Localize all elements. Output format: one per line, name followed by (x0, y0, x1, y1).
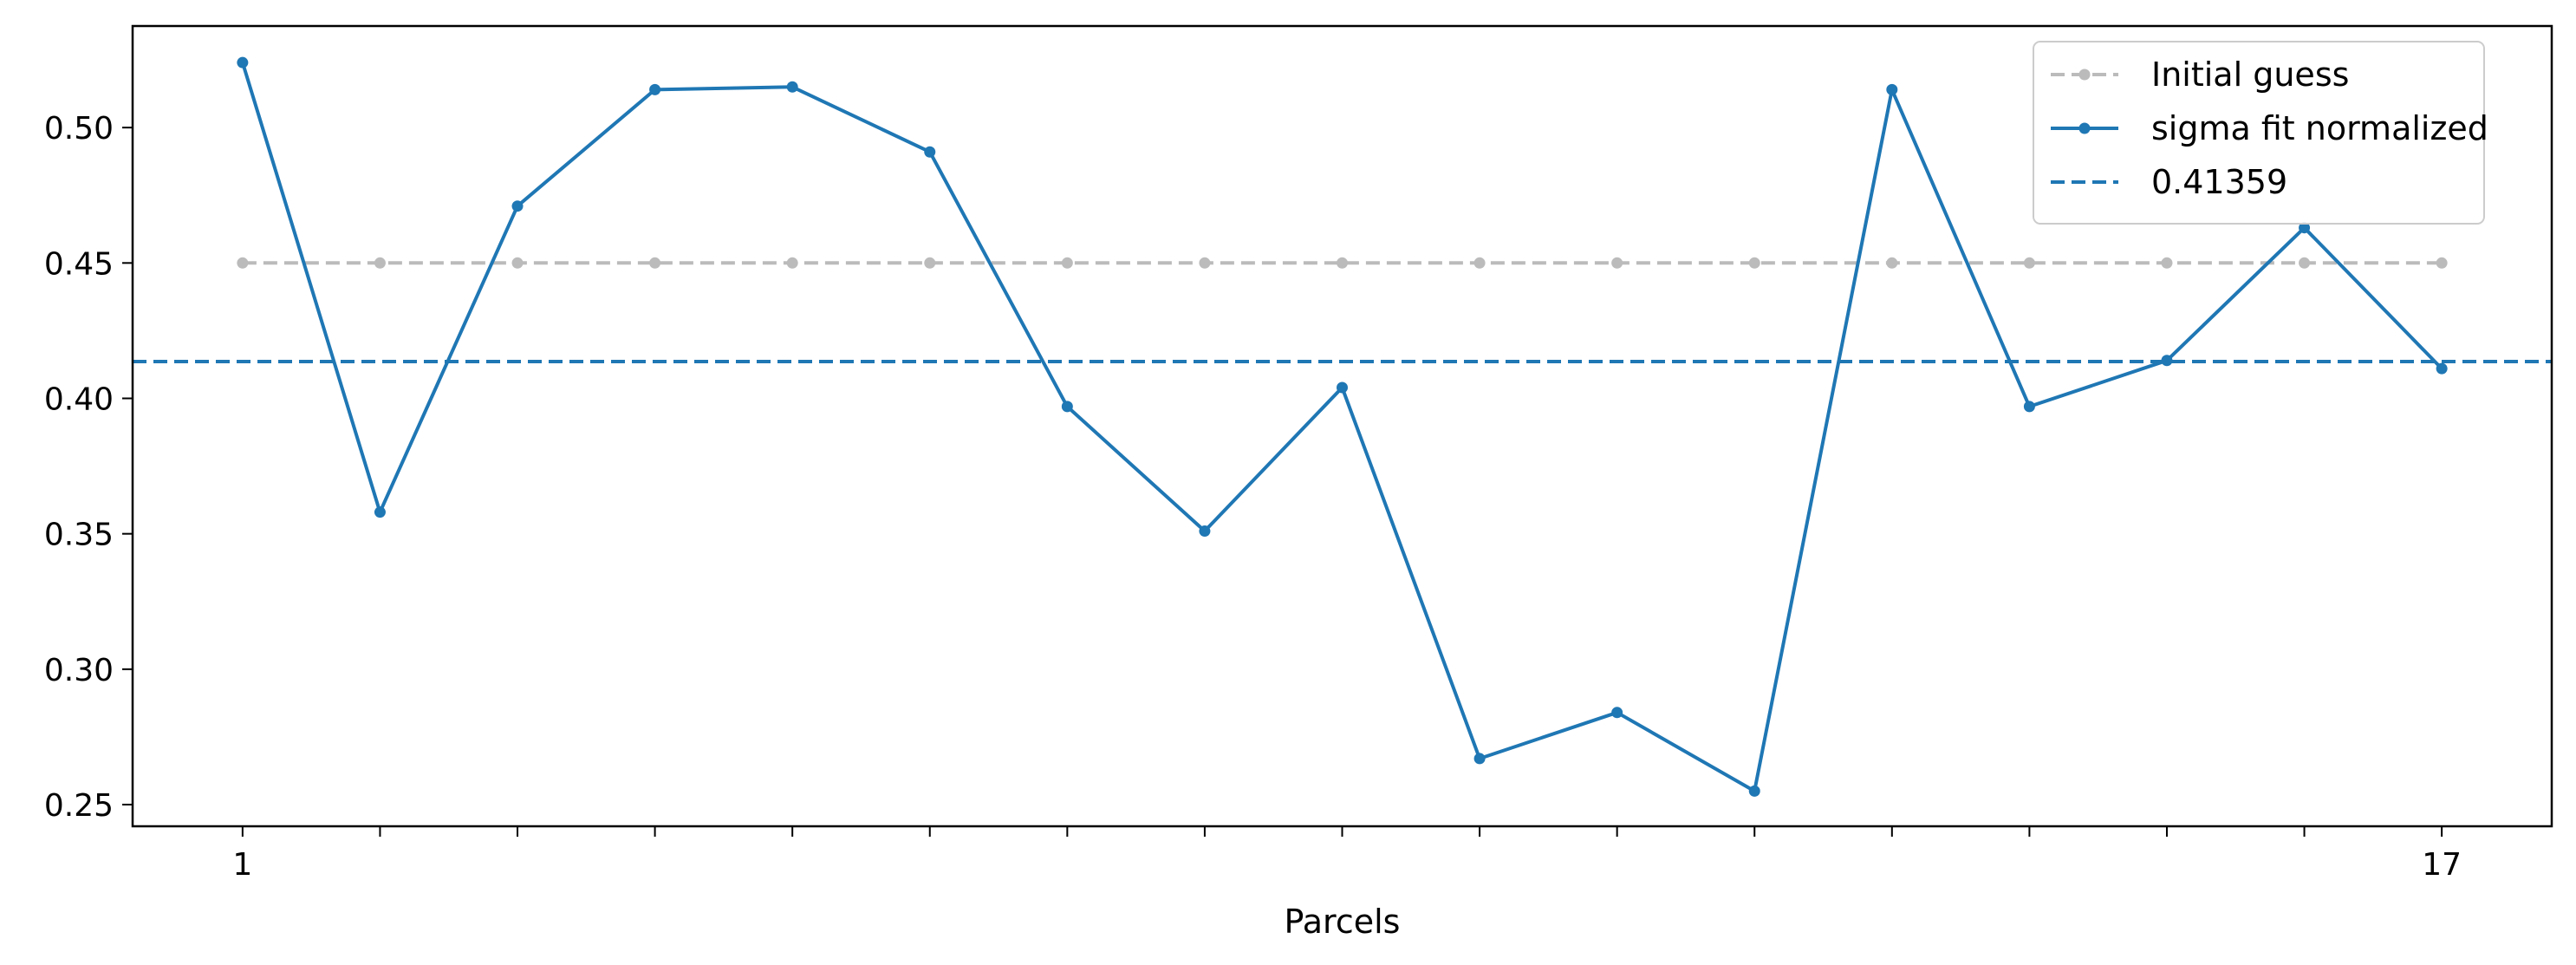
legend-label-0-41359: 0.41359 (2151, 163, 2287, 201)
data-point-initial-guess (374, 257, 386, 269)
data-point-initial-guess (511, 257, 524, 269)
data-point-initial-guess (2023, 257, 2035, 269)
y-tick-label: 0.50 (44, 111, 114, 147)
data-point-sigma-fit-normalized (374, 506, 386, 518)
data-point-initial-guess (786, 257, 798, 269)
data-point-sigma-fit-normalized (1473, 753, 1486, 765)
x-tick-label: 17 (2422, 847, 2462, 883)
data-point-sigma-fit-normalized (1886, 83, 1898, 95)
data-point-initial-guess (1061, 257, 1073, 269)
legend-box (2033, 41, 2485, 225)
series-layer (133, 56, 2552, 797)
data-point-initial-guess (1337, 257, 1348, 269)
data-point-initial-guess (1473, 257, 1486, 269)
y-tick-label: 0.40 (44, 381, 114, 417)
y-tick-label: 0.25 (44, 788, 114, 824)
data-point-initial-guess (1886, 257, 1898, 269)
data-point-sigma-fit-normalized (1748, 785, 1760, 797)
data-point-initial-guess (649, 257, 661, 269)
x-tick-label: 1 (232, 847, 252, 883)
y-tick-label: 0.45 (44, 246, 114, 282)
axes-layer: 0.25 0.30 0.35 0.40 0.45 0.50 1 17 (44, 24, 2553, 883)
y-tick-label: 0.30 (44, 653, 114, 688)
data-point-initial-guess (1611, 257, 1623, 269)
data-point-initial-guess (237, 257, 249, 269)
data-point-initial-guess (2161, 257, 2173, 269)
data-point-sigma-fit-normalized (237, 56, 249, 68)
data-point-sigma-fit-normalized (2436, 362, 2448, 375)
data-point-sigma-fit-normalized (2023, 401, 2035, 413)
data-point-sigma-fit-normalized (1337, 381, 1348, 394)
data-point-sigma-fit-normalized (511, 200, 524, 212)
legend-marker-initial-guess (2078, 68, 2091, 81)
legend-label-initial-guess: Initial guess (2151, 55, 2349, 94)
y-tick-label: 0.35 (44, 518, 114, 553)
data-point-sigma-fit-normalized (924, 146, 936, 158)
x-axis-title: Parcels (1285, 903, 1401, 941)
data-point-sigma-fit-normalized (1199, 525, 1211, 538)
data-point-initial-guess (1748, 257, 1760, 269)
data-point-initial-guess (2299, 257, 2311, 269)
data-point-sigma-fit-normalized (786, 81, 798, 93)
data-point-sigma-fit-normalized (1061, 401, 1073, 413)
legend-label-sigma-fit-normalized: sigma fit normalized (2151, 109, 2488, 147)
data-point-initial-guess (2436, 257, 2448, 269)
legend: Initial guess sigma fit normalized 0.41359 (2033, 41, 2488, 225)
data-point-initial-guess (1199, 257, 1211, 269)
data-point-initial-guess (924, 257, 936, 269)
legend-marker-sigma-fit-normalized (2078, 122, 2091, 134)
data-point-sigma-fit-normalized (2299, 222, 2311, 234)
data-point-sigma-fit-normalized (1611, 707, 1623, 719)
data-point-sigma-fit-normalized (649, 83, 661, 95)
